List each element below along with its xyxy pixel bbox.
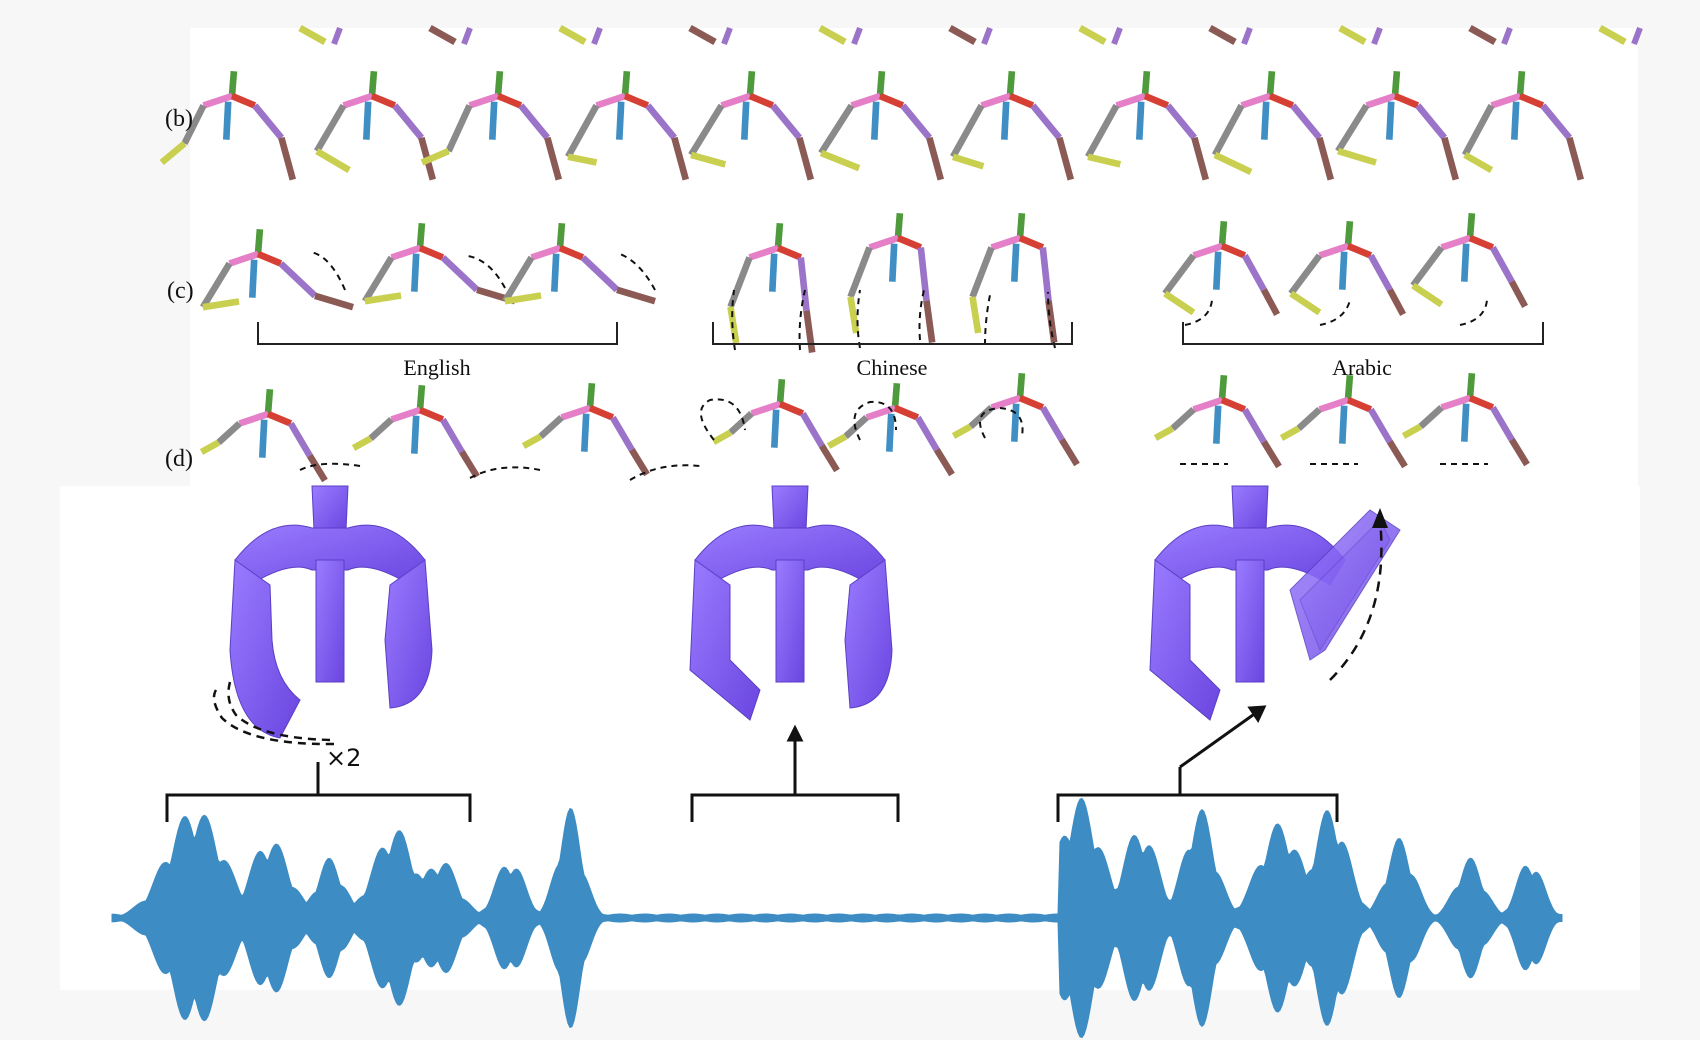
skeleton-b-2 bbox=[314, 71, 437, 181]
skeleton-c-arabic-3 bbox=[1410, 213, 1529, 308]
group-bracket-1 bbox=[257, 322, 618, 345]
skeleton-b-10 bbox=[1335, 71, 1460, 181]
skeleton-a-fragment-11 bbox=[1598, 24, 1643, 46]
skeleton-b-9 bbox=[1211, 71, 1335, 181]
skeleton-a-fragment-8 bbox=[1208, 24, 1253, 46]
motion-arrow-8 bbox=[984, 294, 991, 346]
group-bracket-3 bbox=[1182, 322, 1544, 345]
bracket-arrow-arabic bbox=[1179, 708, 1261, 769]
skeleton-c-arabic-1 bbox=[1162, 221, 1281, 316]
motion-arrow-10 bbox=[1184, 299, 1213, 326]
avatar-english bbox=[229, 485, 433, 739]
waveform-brackets bbox=[165, 705, 1339, 822]
skeleton-c-chinese-3 bbox=[969, 213, 1058, 343]
motion-arrow-13 bbox=[299, 462, 361, 471]
row-label-d: (d) bbox=[165, 446, 193, 472]
skeleton-a-fragment-10 bbox=[1468, 24, 1513, 46]
audio-waveform bbox=[111, 797, 1563, 1039]
skeleton-a-fragment-1 bbox=[298, 24, 343, 46]
skeleton-a-fragment-4 bbox=[688, 24, 733, 46]
skeleton-d-7 bbox=[1153, 375, 1282, 469]
skeleton-b-8 bbox=[1085, 71, 1210, 181]
avatar-loop-arrow-outer bbox=[212, 689, 335, 746]
skeleton-b-3 bbox=[420, 71, 563, 181]
skeleton-c-english-1 bbox=[200, 229, 354, 311]
skeleton-d-6 bbox=[951, 373, 1080, 467]
skeleton-b-5 bbox=[688, 71, 815, 181]
skeleton-d-3 bbox=[521, 383, 650, 477]
motion-arrow-16 bbox=[700, 398, 746, 441]
motion-arrow-1 bbox=[309, 251, 346, 291]
motion-arrow-7 bbox=[918, 289, 925, 341]
skeleton-panel bbox=[190, 28, 1638, 486]
skeleton-a-fragment-3 bbox=[558, 24, 603, 46]
skeleton-d-2 bbox=[351, 385, 480, 479]
skeleton-c-arabic-2 bbox=[1288, 221, 1407, 316]
motion-arrow-14 bbox=[469, 466, 541, 479]
avatar-chinese bbox=[689, 485, 893, 721]
skeleton-b-4 bbox=[565, 71, 690, 181]
group-label-english: English bbox=[403, 355, 471, 380]
repeat-count-label: ×2 bbox=[326, 744, 362, 772]
skeleton-c-english-3 bbox=[502, 223, 656, 305]
skeleton-c-chinese-2 bbox=[847, 213, 936, 343]
skeleton-c-chinese-1 bbox=[727, 223, 816, 353]
skeleton-d-8 bbox=[1279, 375, 1408, 469]
group-label-chinese: Chinese bbox=[856, 355, 928, 380]
motion-arrow-15 bbox=[629, 464, 701, 481]
skeleton-a-fragment-2 bbox=[428, 24, 473, 46]
motion-arrow-12 bbox=[1459, 299, 1488, 326]
skeleton-a-fragment-6 bbox=[948, 24, 993, 46]
avatar-loop-arrow bbox=[227, 681, 331, 742]
skeleton-c-english-2 bbox=[362, 223, 516, 305]
avatar-raise-arrow bbox=[1329, 519, 1383, 681]
skeleton-b-7 bbox=[950, 71, 1075, 181]
row-label-b: (b) bbox=[165, 106, 193, 132]
avatar-layer bbox=[212, 485, 1401, 746]
skeleton-d-9 bbox=[1401, 373, 1530, 467]
avatar-raise-arrowhead bbox=[1372, 508, 1388, 528]
skeleton-a-fragment-7 bbox=[1078, 24, 1123, 46]
skeleton-d-1 bbox=[199, 389, 328, 483]
skeleton-a-fragment-9 bbox=[1338, 24, 1383, 46]
skeleton-b-11 bbox=[1461, 71, 1585, 181]
motion-arrow-2 bbox=[467, 255, 506, 289]
row-label-c: (c) bbox=[167, 278, 194, 304]
motion-arrow-11 bbox=[1319, 299, 1351, 326]
skeleton-a-fragment-5 bbox=[818, 24, 863, 46]
waveform-bracket-3 bbox=[1056, 793, 1339, 822]
skeleton-b-6 bbox=[818, 71, 945, 181]
skeleton-d-4 bbox=[711, 379, 840, 473]
group-bracket-2 bbox=[712, 322, 1073, 345]
motion-arrow-18 bbox=[979, 406, 1024, 439]
skeleton-b-1 bbox=[159, 71, 297, 181]
bracket-arrowhead-arabic bbox=[1247, 705, 1267, 724]
group-brackets bbox=[257, 322, 1544, 345]
bracket-arrowhead-chinese bbox=[786, 724, 804, 742]
avatar-arabic bbox=[1149, 485, 1401, 721]
skeleton-layer bbox=[159, 24, 1643, 483]
motion-arrow-3 bbox=[619, 253, 656, 291]
motion-arrow-17 bbox=[853, 400, 897, 441]
group-label-arabic: Arabic bbox=[1332, 355, 1392, 380]
